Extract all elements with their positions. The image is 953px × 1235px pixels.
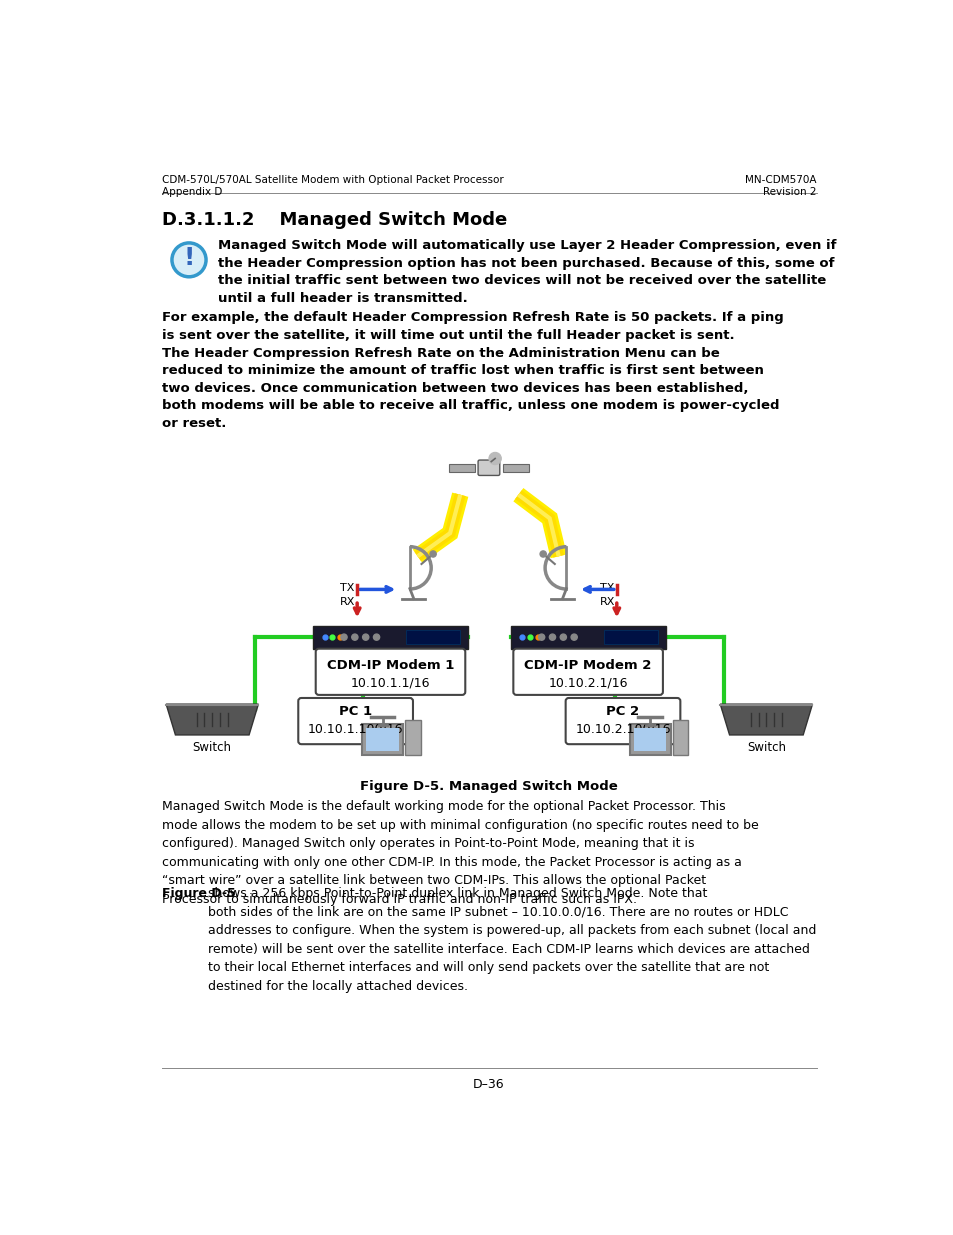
Text: Switch: Switch <box>746 741 785 755</box>
FancyBboxPatch shape <box>633 727 666 751</box>
Text: shows a 256 kbps Point-to-Point duplex link in Managed Switch Mode. Note that
bo: shows a 256 kbps Point-to-Point duplex l… <box>208 888 816 993</box>
Text: PC 2: PC 2 <box>606 705 639 719</box>
FancyBboxPatch shape <box>405 720 420 755</box>
Text: MN-CDM570A
Revision 2: MN-CDM570A Revision 2 <box>744 175 816 196</box>
FancyBboxPatch shape <box>406 630 459 645</box>
Polygon shape <box>720 704 812 735</box>
Circle shape <box>172 243 205 275</box>
Text: TX: TX <box>599 583 614 593</box>
Text: D–36: D–36 <box>473 1078 504 1091</box>
FancyBboxPatch shape <box>672 720 687 755</box>
Text: CDM-570L/570AL Satellite Modem with Optional Packet Processor
Appendix D: CDM-570L/570AL Satellite Modem with Opti… <box>162 175 503 196</box>
Circle shape <box>539 551 546 557</box>
Circle shape <box>549 634 555 640</box>
Polygon shape <box>166 704 258 735</box>
FancyBboxPatch shape <box>565 698 679 745</box>
Text: PC 1: PC 1 <box>338 705 372 719</box>
FancyBboxPatch shape <box>603 630 658 645</box>
FancyBboxPatch shape <box>629 724 670 756</box>
Text: RX: RX <box>599 597 615 608</box>
FancyBboxPatch shape <box>448 464 475 472</box>
Text: 10.10.2.100/16: 10.10.2.100/16 <box>575 722 670 735</box>
Circle shape <box>340 634 347 640</box>
Circle shape <box>352 634 357 640</box>
FancyBboxPatch shape <box>315 648 465 695</box>
Text: For example, the default Header Compression Refresh Rate is 50 packets. If a pin: For example, the default Header Compress… <box>162 311 782 342</box>
Text: D.3.1.1.2    Managed Switch Mode: D.3.1.1.2 Managed Switch Mode <box>162 211 507 230</box>
Circle shape <box>362 634 369 640</box>
Text: 10.10.1.100/16: 10.10.1.100/16 <box>308 722 403 735</box>
FancyBboxPatch shape <box>298 698 413 745</box>
FancyBboxPatch shape <box>362 724 403 756</box>
Text: RX: RX <box>340 597 355 608</box>
Circle shape <box>488 452 500 464</box>
FancyBboxPatch shape <box>477 461 499 475</box>
Text: Figure D-5: Figure D-5 <box>162 888 235 900</box>
Text: TX: TX <box>340 583 355 593</box>
Circle shape <box>571 634 577 640</box>
Text: Figure D-5. Managed Switch Mode: Figure D-5. Managed Switch Mode <box>359 779 618 793</box>
Text: The Header Compression Refresh Rate on the Administration Menu can be
reduced to: The Header Compression Refresh Rate on t… <box>162 347 779 430</box>
Text: !: ! <box>183 246 194 270</box>
FancyBboxPatch shape <box>513 648 662 695</box>
FancyBboxPatch shape <box>313 626 468 648</box>
FancyBboxPatch shape <box>510 626 665 648</box>
Text: 10.10.1.1/16: 10.10.1.1/16 <box>351 676 430 689</box>
Circle shape <box>373 634 379 640</box>
Text: Managed Switch Mode is the default working mode for the optional Packet Processo: Managed Switch Mode is the default worki… <box>162 800 758 906</box>
Text: 10.10.2.1/16: 10.10.2.1/16 <box>548 676 627 689</box>
Text: Managed Switch Mode will automatically use Layer 2 Header Compression, even if
t: Managed Switch Mode will automatically u… <box>218 240 836 305</box>
Circle shape <box>559 634 566 640</box>
FancyBboxPatch shape <box>502 464 529 472</box>
Text: CDM-IP Modem 1: CDM-IP Modem 1 <box>327 659 454 672</box>
Circle shape <box>430 551 436 557</box>
Text: Switch: Switch <box>193 741 232 755</box>
FancyBboxPatch shape <box>366 727 398 751</box>
Circle shape <box>537 634 544 640</box>
Text: CDM-IP Modem 2: CDM-IP Modem 2 <box>524 659 651 672</box>
